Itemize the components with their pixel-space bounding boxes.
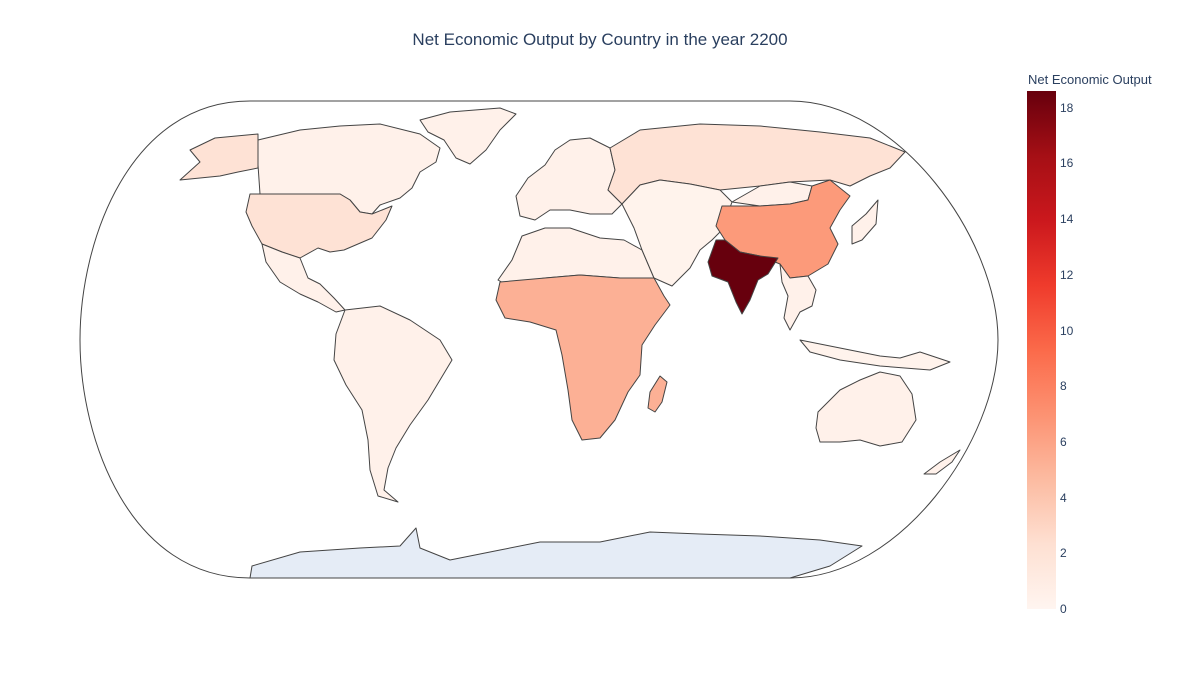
country-new-zealand[interactable] — [923, 449, 961, 475]
colorbar-tick-label: 16 — [1060, 156, 1074, 171]
colorbar — [1027, 91, 1056, 609]
colorbar-tick-label: 8 — [1060, 379, 1067, 394]
country-layer — [179, 107, 961, 579]
colorbar-tick-label: 18 — [1060, 100, 1074, 115]
country-madagascar[interactable] — [647, 375, 668, 413]
colorbar-tick-label: 12 — [1060, 267, 1074, 282]
country-united-states[interactable] — [245, 193, 393, 259]
country-indonesia[interactable] — [799, 339, 951, 371]
colorbar-tick-label: 0 — [1060, 602, 1067, 616]
country-australia[interactable] — [815, 371, 917, 447]
colorbar-tick-label: 10 — [1060, 323, 1074, 338]
colorbar-tick-label: 4 — [1060, 490, 1067, 505]
country-alaska[interactable] — [179, 133, 259, 181]
country-south-america[interactable] — [333, 305, 453, 503]
colorbar-tick-label: 14 — [1060, 212, 1074, 227]
country-antarctica[interactable] — [249, 527, 863, 579]
chart-title: Net Economic Output by Country in the ye… — [412, 30, 788, 49]
country-india[interactable] — [707, 239, 779, 315]
colorbar-tick-label: 2 — [1060, 546, 1067, 561]
country-sub-saharan-africa[interactable] — [495, 274, 671, 441]
colorbar-tick-label: 6 — [1060, 434, 1067, 449]
colorbar-title: Net Economic Output — [1028, 72, 1152, 87]
country-middle-east-central-asia[interactable] — [621, 179, 733, 287]
country-greenland[interactable] — [419, 107, 517, 165]
country-japan[interactable] — [851, 199, 879, 245]
country-southeast-asia[interactable] — [779, 263, 817, 331]
